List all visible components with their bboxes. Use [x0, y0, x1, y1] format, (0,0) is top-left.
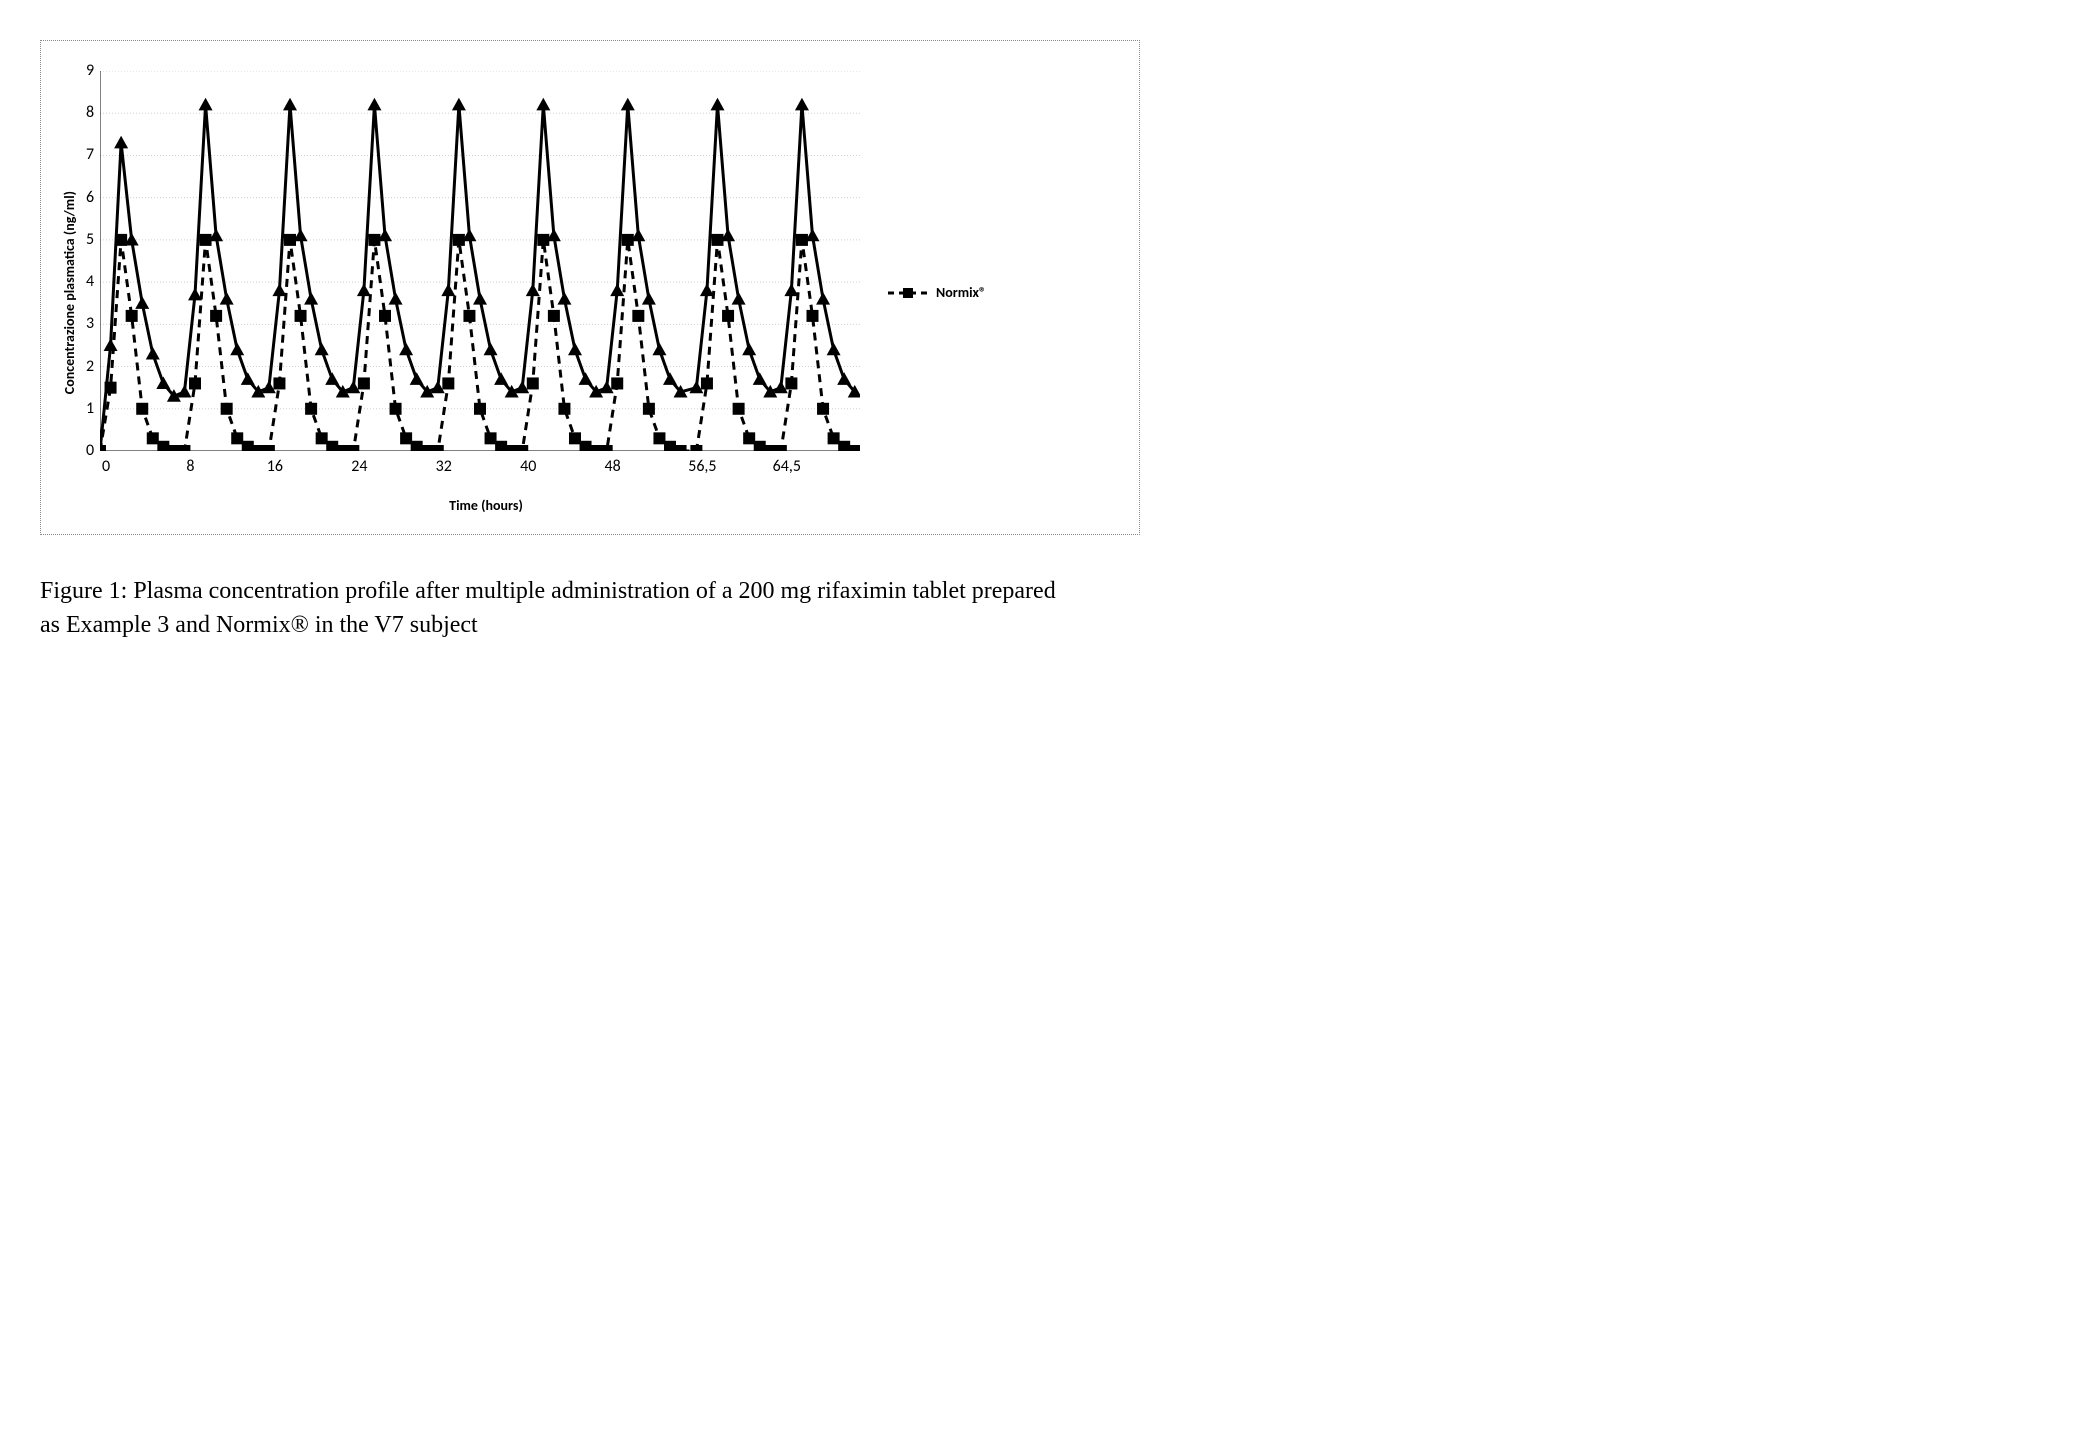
legend-marker-icon [886, 286, 930, 300]
plot-area [100, 71, 860, 451]
y-axis-ticks: 0123456789 [86, 71, 94, 451]
legend: Normix® [886, 284, 986, 301]
y-axis-label: Concentrazione plasmatica (ng/ml) [61, 191, 78, 394]
chart-frame: Concentrazione plasmatica (ng/ml) 012345… [40, 40, 1140, 535]
figure-container: Concentrazione plasmatica (ng/ml) 012345… [40, 40, 1140, 642]
x-axis-ticks: 08162432404856,564,5 [106, 457, 866, 477]
figure-caption: Figure 1: Plasma concentration profile a… [40, 575, 1060, 642]
legend-label: Normix® [936, 284, 986, 301]
x-axis-label: Time (hours) [106, 497, 866, 514]
